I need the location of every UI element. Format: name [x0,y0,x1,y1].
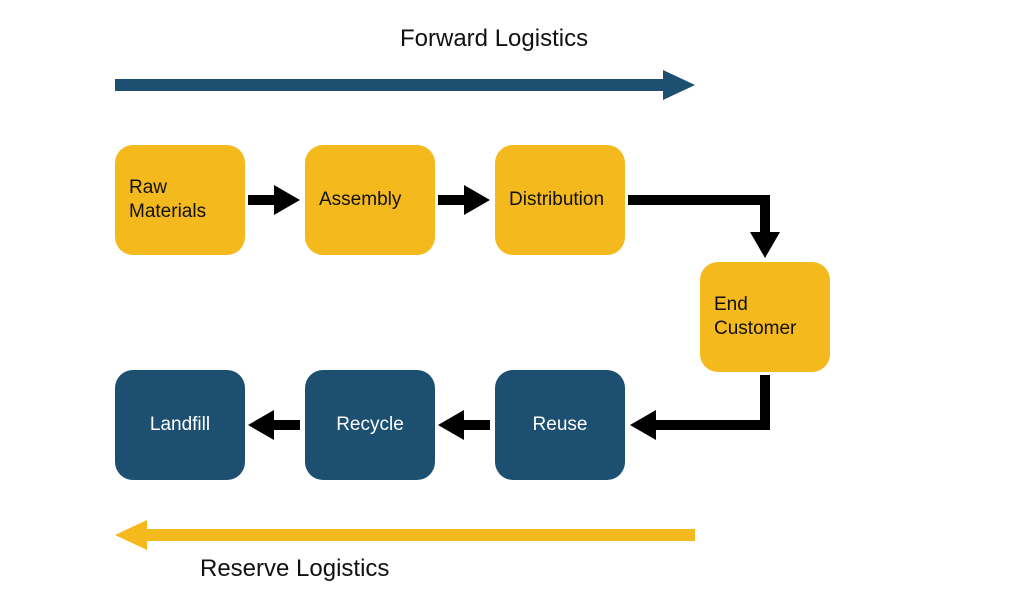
diagram-stage: Raw Materials Assembly Distribution End Cus… [0,0,1024,614]
node-dist-label: Distribution [509,188,604,212]
reverse-title: Reserve Logistics [200,555,389,583]
arrows-layer [0,0,1024,614]
node-dist: Distribution [495,145,625,255]
node-rec-label: Recycle [336,413,404,437]
node-asm-label: Assembly [319,188,401,212]
node-land: Landfill [115,370,245,480]
node-reuse-label: Reuse [533,413,588,437]
node-reuse: Reuse [495,370,625,480]
node-asm: Assembly [305,145,435,255]
node-end-label: End Customer [714,293,796,341]
node-raw-label: Raw Materials [129,176,206,224]
node-rec: Recycle [305,370,435,480]
node-raw: Raw Materials [115,145,245,255]
node-land-label: Landfill [150,413,210,437]
forward-title: Forward Logistics [400,25,588,53]
node-end: End Customer [700,262,830,372]
